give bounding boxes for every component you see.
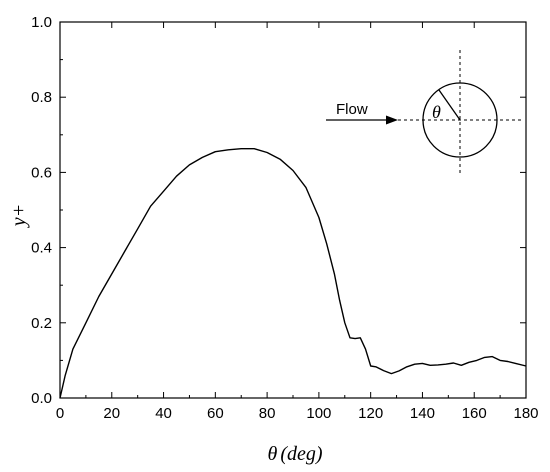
x-tick-label: 60 [207, 405, 224, 422]
x-axis-title-symbol: θ [267, 443, 277, 465]
x-tick-label: 140 [410, 405, 435, 422]
cylinder-flow-inset: Flow θ [326, 50, 522, 176]
x-axis-title-unit: (deg) [280, 443, 323, 465]
y-tick-label: 0.0 [31, 390, 52, 407]
x-tick-label: 20 [103, 405, 120, 422]
theta-symbol: θ [432, 102, 441, 122]
y-tick-label: 1.0 [31, 14, 52, 31]
x-tick-label: 0 [56, 405, 64, 422]
y-tick-label: 0.8 [31, 89, 52, 106]
x-tick-label: 80 [259, 405, 276, 422]
plot-frame [59, 21, 527, 399]
flow-arrow-head [386, 115, 398, 125]
x-axis-title: θ (deg) [267, 443, 322, 465]
series-layer [59, 147, 527, 399]
angle-radius-line [438, 89, 461, 121]
x-tick-label: 180 [513, 405, 538, 422]
y-tick-label: 0.4 [31, 240, 52, 257]
x-tick-label: 100 [306, 405, 331, 422]
series-line [59, 147, 527, 399]
x-tick-label: 40 [155, 405, 172, 422]
y-axis-title: y+ [8, 204, 30, 228]
ticks-layer: 0 20 40 60 80 100 120 140 160 180 0.0 0.2 0.4 0.6 0.8 1… [31, 14, 538, 422]
x-tick-label: 120 [358, 405, 383, 422]
y-tick-label: 0.6 [31, 164, 52, 181]
cylinder-circle [422, 82, 498, 158]
y-tick-label: 0.2 [31, 315, 52, 332]
flow-label: Flow [336, 101, 368, 118]
x-tick-label: 160 [462, 405, 487, 422]
